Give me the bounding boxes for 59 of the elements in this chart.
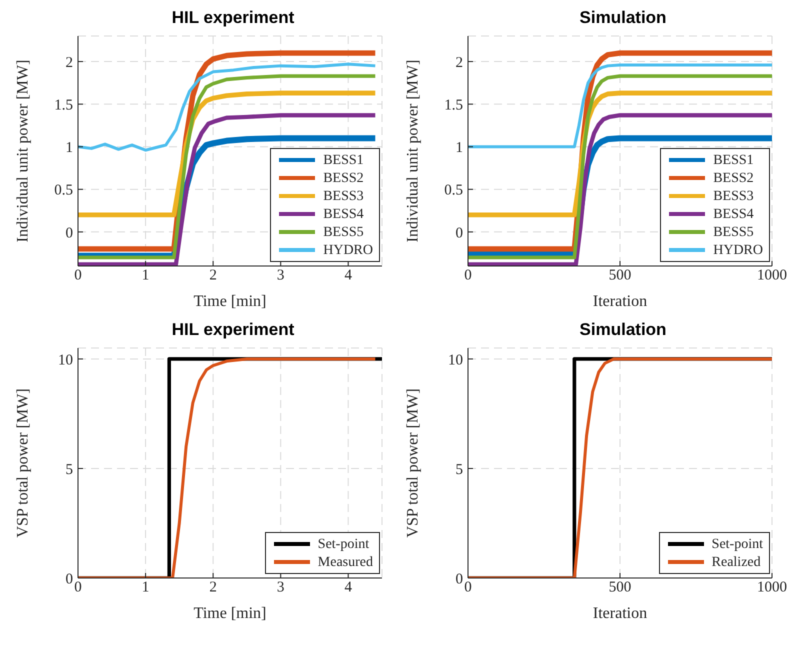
x-tick-label: 1 bbox=[142, 268, 150, 284]
y-tick-label: 10 bbox=[58, 352, 73, 368]
legend-label: BESS1 bbox=[713, 152, 754, 168]
y-axis-title: Individual unit power [MW] bbox=[404, 60, 422, 242]
y-tick-label: 1.5 bbox=[444, 97, 463, 114]
x-tick-label: 1000 bbox=[757, 580, 787, 596]
x-tick-label: 4 bbox=[344, 268, 352, 284]
legend-label: BESS3 bbox=[713, 188, 754, 204]
y-axis-title: VSP total power [MW] bbox=[14, 388, 32, 538]
y-tick-label: 2 bbox=[456, 54, 463, 71]
x-tick-label: 2 bbox=[209, 580, 217, 596]
legend-label: Realized bbox=[712, 554, 761, 570]
y-axis-title: VSP total power [MW] bbox=[404, 388, 422, 538]
line-series bbox=[78, 74, 378, 260]
x-axis-title: Iteration bbox=[592, 293, 648, 310]
legend-label: BESS1 bbox=[323, 152, 364, 168]
chart-title: Simulation bbox=[578, 320, 668, 341]
chart-title: HIL experiment bbox=[170, 320, 296, 341]
line-series bbox=[78, 62, 377, 152]
legend-label: BESS2 bbox=[713, 170, 754, 186]
y-tick-label: 5 bbox=[456, 462, 463, 478]
y-tick-label: 0 bbox=[66, 225, 73, 242]
x-tick-label: 1000 bbox=[757, 268, 787, 284]
legend-label: Measured bbox=[318, 554, 373, 570]
y-tick-label: 1 bbox=[456, 140, 463, 156]
x-tick-label: 4 bbox=[344, 580, 352, 596]
chart-title: Simulation bbox=[578, 8, 668, 29]
y-tick-label: 1 bbox=[66, 140, 73, 156]
legend-label: BESS3 bbox=[323, 188, 364, 204]
x-tick-label: 500 bbox=[608, 580, 632, 596]
x-tick-label: 1 bbox=[142, 580, 150, 596]
x-axis-title: Iteration bbox=[592, 605, 648, 622]
y-tick-label: 0.5 bbox=[54, 182, 73, 199]
legend-label: BESS5 bbox=[713, 224, 754, 240]
y-tick-label: 2 bbox=[66, 54, 73, 71]
y-axis-title: Individual unit power [MW] bbox=[14, 60, 32, 242]
x-tick-label: 500 bbox=[608, 268, 632, 284]
x-axis-title: Time [min] bbox=[194, 293, 266, 310]
legend-label: HYDRO bbox=[713, 242, 763, 258]
y-tick-label: 1.5 bbox=[54, 97, 73, 114]
x-tick-label: 3 bbox=[276, 268, 284, 284]
line-series bbox=[468, 74, 772, 260]
line-series bbox=[78, 113, 378, 266]
y-tick-label: 5 bbox=[66, 462, 73, 478]
x-tick-label: 2 bbox=[209, 268, 217, 284]
line-series bbox=[468, 63, 772, 148]
y-tick-label: 10 bbox=[448, 352, 463, 368]
legend-label: BESS5 bbox=[323, 224, 364, 240]
y-tick-label: 0.5 bbox=[444, 182, 463, 199]
chart-title: HIL experiment bbox=[170, 8, 296, 29]
legend-label: HYDRO bbox=[323, 242, 373, 258]
legend-label: BESS4 bbox=[713, 206, 754, 222]
legend-label: Set-point bbox=[712, 536, 763, 552]
x-tick-label: 3 bbox=[276, 580, 284, 596]
legend-label: BESS4 bbox=[323, 206, 364, 222]
x-axis-title: Time [min] bbox=[194, 605, 266, 622]
legend-label: Set-point bbox=[318, 536, 370, 552]
legend-label: BESS2 bbox=[323, 170, 364, 186]
y-tick-label: 0 bbox=[456, 225, 463, 242]
